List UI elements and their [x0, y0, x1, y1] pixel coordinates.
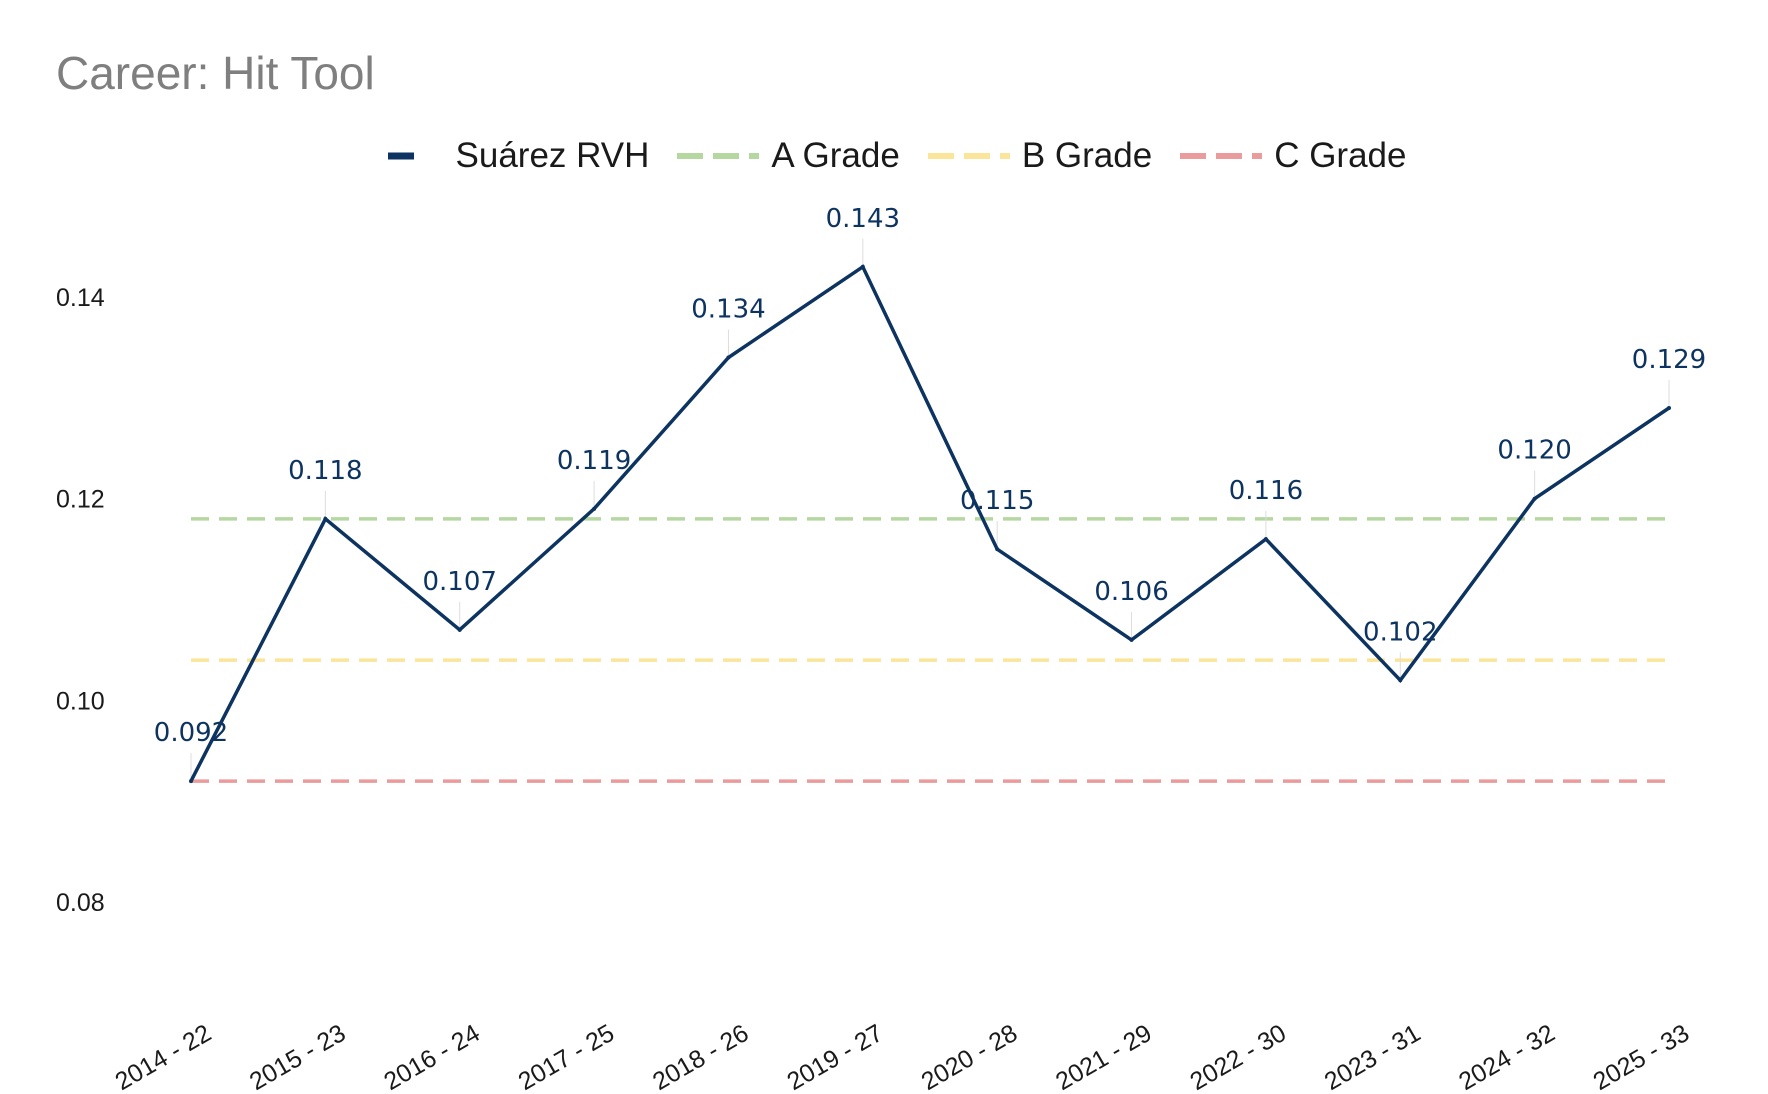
- data-label: 0.118: [288, 456, 362, 486]
- y-tick-label: 0.12: [56, 486, 105, 514]
- data-point: [592, 506, 597, 511]
- x-tick-label: 2018 - 26: [648, 1019, 753, 1094]
- legend-swatch-c-grade-icon: [1180, 153, 1263, 159]
- x-axis: 2014 - 22 2015 - 23 2016 - 24 2017 - 25 2018…: [111, 1019, 1694, 1094]
- data-point: [1129, 637, 1134, 642]
- x-tick-label: 2017 - 25: [514, 1019, 619, 1094]
- data-label: 0.116: [1229, 476, 1303, 506]
- reference-lines: [191, 517, 1669, 783]
- x-tick-label: 2014 - 22: [111, 1019, 216, 1094]
- x-tick-label: 2015 - 23: [245, 1019, 350, 1094]
- x-tick-label: 2019 - 27: [782, 1019, 887, 1094]
- x-tick-label: 2021 - 29: [1051, 1019, 1156, 1094]
- data-labels: 0.092 0.118 0.107 0.119 0.134 0.143 0.115 0.106…: [154, 204, 1706, 748]
- y-tick-label: 0.14: [56, 284, 105, 312]
- data-point: [1532, 496, 1537, 501]
- x-tick-label: 2022 - 30: [1185, 1019, 1290, 1094]
- data-label: 0.115: [960, 486, 1034, 516]
- y-axis: 0.08 0.10 0.12 0.14: [56, 284, 105, 917]
- data-label: 0.143: [826, 204, 900, 234]
- legend-swatch-a-grade-icon: [677, 153, 760, 159]
- data-point: [323, 516, 328, 521]
- legend-label-c-grade: C Grade: [1274, 136, 1407, 175]
- legend-swatch-series-icon: [387, 152, 414, 160]
- legend: Suárez RVH A Grade B Grade C Grade: [0, 136, 1768, 176]
- legend-item-a-grade[interactable]: A Grade: [677, 136, 900, 176]
- series-layer: [189, 238, 1671, 784]
- data-point: [189, 779, 193, 784]
- data-label: 0.134: [691, 295, 765, 325]
- x-tick-label: 2023 - 31: [1320, 1019, 1425, 1094]
- data-label: 0.106: [1094, 577, 1168, 607]
- y-tick-label: 0.08: [56, 889, 105, 917]
- y-tick-label: 0.10: [56, 687, 105, 715]
- x-tick-label: 2025 - 33: [1589, 1019, 1694, 1094]
- legend-label-b-grade: B Grade: [1021, 136, 1153, 175]
- legend-item-b-grade[interactable]: B Grade: [927, 136, 1153, 176]
- data-point: [726, 355, 731, 360]
- legend-item-c-grade[interactable]: C Grade: [1180, 136, 1406, 176]
- data-label: 0.092: [154, 718, 228, 748]
- data-point: [860, 264, 865, 269]
- x-tick-label: 2024 - 32: [1454, 1019, 1559, 1094]
- legend-swatch-b-grade-icon: [927, 153, 1010, 159]
- legend-label-a-grade: A Grade: [771, 136, 900, 175]
- data-label: 0.119: [557, 446, 631, 476]
- series-line: [189, 264, 1670, 782]
- data-label: 0.107: [423, 567, 497, 597]
- data-point: [1667, 405, 1671, 410]
- data-point: [995, 547, 1000, 552]
- data-label: 0.120: [1497, 436, 1571, 466]
- x-tick-label: 2020 - 28: [917, 1019, 1022, 1094]
- data-label: 0.129: [1632, 345, 1706, 375]
- chart-title: Career: Hit Tool: [56, 47, 375, 99]
- legend-label-series: Suárez RVH: [455, 136, 650, 175]
- legend-item-series[interactable]: Suárez RVH: [362, 136, 650, 176]
- data-point: [1398, 678, 1403, 683]
- data-point: [457, 627, 462, 632]
- data-point: [1263, 537, 1268, 542]
- data-label: 0.102: [1363, 617, 1437, 647]
- x-tick-label: 2016 - 24: [379, 1019, 485, 1094]
